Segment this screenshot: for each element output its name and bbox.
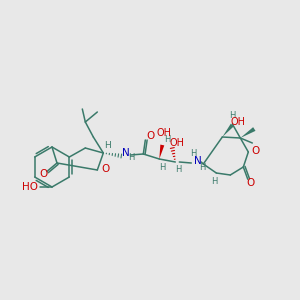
Text: H: H [104, 142, 111, 151]
Text: H: H [164, 136, 170, 145]
Text: H: H [159, 163, 166, 172]
Text: OH: OH [170, 138, 185, 148]
Polygon shape [240, 127, 256, 138]
Text: H: H [199, 163, 206, 172]
Text: H: H [211, 176, 218, 185]
Text: H: H [175, 166, 182, 175]
Text: HO: HO [22, 182, 38, 192]
Text: H: H [229, 112, 236, 121]
Text: N: N [122, 148, 130, 158]
Text: H: H [190, 149, 196, 158]
Text: H: H [128, 154, 134, 163]
Polygon shape [222, 124, 234, 137]
Text: O: O [251, 146, 260, 156]
Text: O: O [247, 178, 255, 188]
Text: OH: OH [157, 128, 172, 138]
Text: N: N [194, 156, 202, 166]
Text: O: O [101, 164, 110, 174]
Polygon shape [159, 145, 164, 159]
Text: OH: OH [231, 117, 246, 127]
Text: O: O [39, 169, 47, 179]
Text: O: O [146, 131, 154, 141]
